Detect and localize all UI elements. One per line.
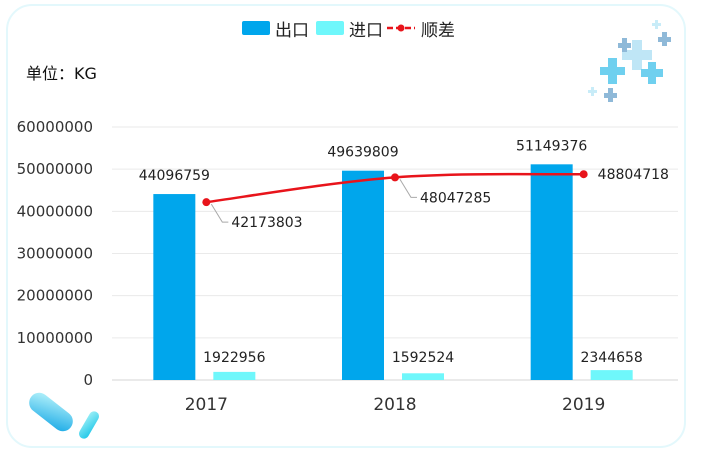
balance-point-2019[interactable] bbox=[579, 170, 588, 179]
data-label-balance-2017: 42173803 bbox=[231, 215, 302, 231]
legend-item-import[interactable]: 进口 bbox=[316, 14, 383, 42]
x-tick-label-2018: 2018 bbox=[373, 395, 416, 415]
data-label-balance-2019: 48804718 bbox=[598, 167, 669, 183]
legend-swatch-import bbox=[316, 21, 344, 35]
data-label-export-2017: 44096759 bbox=[139, 168, 210, 184]
legend-label-balance: 顺差 bbox=[421, 20, 455, 41]
legend-label-export: 出口 bbox=[275, 20, 309, 41]
y-tick-label: 10000000 bbox=[17, 329, 93, 347]
bar-export-2017[interactable] bbox=[153, 194, 196, 380]
data-label-export-2018: 49639809 bbox=[327, 145, 398, 161]
y-tick-label: 0 bbox=[83, 371, 93, 389]
data-label-export-2019: 51149376 bbox=[516, 138, 587, 154]
bar-import-2019[interactable] bbox=[590, 370, 633, 380]
medical-cross-icon bbox=[588, 20, 671, 102]
bar-export-2018[interactable] bbox=[342, 170, 384, 380]
legend-swatch-export bbox=[242, 21, 270, 35]
x-tick-label-2019: 2019 bbox=[562, 395, 605, 415]
y-tick-label: 40000000 bbox=[17, 202, 93, 220]
pill-capsule-icon bbox=[29, 392, 99, 439]
legend-item-balance[interactable]: 顺差 bbox=[386, 14, 455, 42]
balance-point-2018[interactable] bbox=[391, 173, 399, 182]
y-tick-label: 30000000 bbox=[17, 245, 93, 263]
legend-item-export[interactable]: 出口 bbox=[242, 14, 309, 42]
bar-export-2019[interactable] bbox=[530, 164, 573, 380]
unit-label: 单位：KG bbox=[26, 64, 97, 83]
legend-label-import: 进口 bbox=[349, 20, 383, 41]
balance-point-2017[interactable] bbox=[202, 198, 211, 207]
bar-import-2018[interactable] bbox=[402, 373, 444, 380]
legend: 出口 进口 顺差 bbox=[0, 14, 703, 42]
data-label-import-2019: 2344658 bbox=[580, 350, 642, 366]
data-label-import-2017: 1922956 bbox=[203, 350, 265, 366]
bar-import-2017[interactable] bbox=[213, 371, 256, 380]
y-tick-label: 50000000 bbox=[17, 160, 93, 178]
balance-label-leader bbox=[210, 203, 229, 223]
data-label-balance-2018: 48047285 bbox=[420, 190, 491, 206]
x-tick-label-2017: 2017 bbox=[185, 395, 228, 415]
y-tick-label: 20000000 bbox=[17, 287, 93, 305]
legend-swatch-balance bbox=[387, 24, 415, 32]
data-label-import-2018: 1592524 bbox=[392, 350, 454, 366]
y-tick-label: 60000000 bbox=[17, 118, 93, 136]
balance-label-leader bbox=[399, 179, 417, 198]
